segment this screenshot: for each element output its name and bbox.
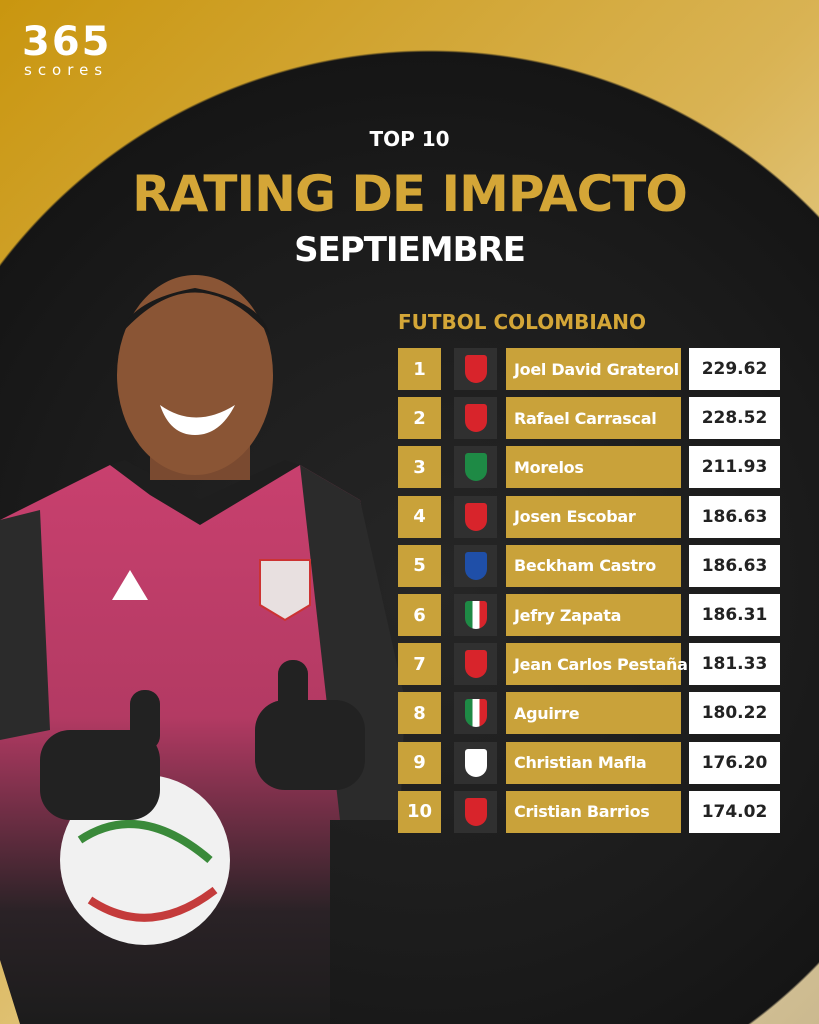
millonarios-crest-icon bbox=[464, 551, 487, 580]
once-caldas-crest-icon bbox=[464, 699, 487, 728]
player-name: Josen Escobar bbox=[506, 495, 681, 538]
table-row: 7 Jean Carlos Pestaña 181.33 bbox=[398, 643, 780, 686]
table-row: 8 Aguirre 180.22 bbox=[398, 692, 780, 735]
player-name: Cristian Barrios bbox=[506, 790, 681, 833]
top-label: TOP 10 bbox=[369, 127, 450, 151]
logo-number: 365 bbox=[22, 19, 112, 65]
player-name: Christian Mafla bbox=[506, 741, 681, 784]
rank-cell: 6 bbox=[398, 594, 441, 636]
rank-cell: 2 bbox=[398, 397, 441, 440]
table-row: 5 Beckham Castro 186.63 bbox=[398, 544, 780, 587]
rank-cell: 10 bbox=[398, 790, 441, 833]
rating-value: 181.33 bbox=[689, 643, 780, 686]
club-crest-cell bbox=[454, 446, 497, 489]
month-label: SEPTIEMBRE bbox=[294, 230, 526, 270]
america-de-cali-crest-icon bbox=[464, 404, 487, 433]
rank-cell: 9 bbox=[398, 741, 441, 784]
club-crest-cell bbox=[454, 790, 497, 833]
club-crest-cell bbox=[454, 544, 497, 587]
club-crest-cell bbox=[454, 741, 497, 784]
365scores-logo: 365 scores bbox=[22, 22, 112, 78]
rating-value: 186.63 bbox=[689, 495, 780, 538]
rating-value: 180.22 bbox=[689, 692, 780, 735]
player-name: Rafael Carrascal bbox=[506, 397, 681, 440]
player-name: Joel David Graterol bbox=[506, 348, 681, 390]
rating-value: 176.20 bbox=[689, 741, 780, 784]
table-row: 6 Jefry Zapata 186.31 bbox=[398, 594, 780, 636]
rating-value: 228.52 bbox=[689, 397, 780, 440]
table-row: 3 Morelos 211.93 bbox=[398, 446, 780, 489]
player-name: Jean Carlos Pestaña bbox=[506, 643, 688, 686]
santa-fe-crest-icon bbox=[464, 748, 487, 777]
club-crest-cell bbox=[454, 692, 497, 735]
rating-value: 229.62 bbox=[689, 348, 780, 390]
atletico-nacional-crest-icon bbox=[464, 453, 487, 482]
rank-cell: 7 bbox=[398, 643, 441, 686]
table-row: 10 Cristian Barrios 174.02 bbox=[398, 790, 780, 833]
club-crest-cell bbox=[454, 348, 497, 390]
america-de-cali-crest-icon bbox=[464, 797, 487, 826]
club-crest-cell bbox=[454, 594, 497, 636]
table-row: 4 Josen Escobar 186.63 bbox=[398, 495, 780, 538]
america-de-cali-crest-icon bbox=[464, 502, 487, 531]
table-row: 9 Christian Mafla 176.20 bbox=[398, 741, 780, 784]
player-name: Beckham Castro bbox=[506, 544, 681, 587]
player-name: Aguirre bbox=[506, 692, 681, 735]
rating-value: 174.02 bbox=[689, 790, 780, 833]
america-de-cali-crest-icon bbox=[464, 650, 487, 679]
league-label: FUTBOL COLOMBIANO bbox=[398, 310, 647, 334]
table-row: 1 Joel David Graterol 229.62 bbox=[398, 348, 780, 390]
goalkeeper-illustration bbox=[0, 275, 405, 1024]
rank-cell: 8 bbox=[398, 692, 441, 735]
club-crest-cell bbox=[454, 397, 497, 440]
logo-word: scores bbox=[24, 61, 109, 79]
rank-cell: 3 bbox=[398, 446, 441, 489]
rating-value: 186.63 bbox=[689, 544, 780, 587]
player-name: Morelos bbox=[506, 446, 681, 489]
rank-cell: 4 bbox=[398, 495, 441, 538]
club-crest-cell bbox=[454, 495, 497, 538]
once-caldas-crest-icon bbox=[464, 601, 487, 629]
page-title: RATING DE IMPACTO bbox=[132, 165, 688, 223]
rating-value: 211.93 bbox=[689, 446, 780, 489]
rating-value: 186.31 bbox=[689, 594, 780, 636]
player-name: Jefry Zapata bbox=[506, 594, 681, 636]
rank-cell: 5 bbox=[398, 544, 441, 587]
america-de-cali-crest-icon bbox=[464, 355, 487, 383]
rank-cell: 1 bbox=[398, 348, 441, 390]
table-row: 2 Rafael Carrascal 228.52 bbox=[398, 397, 780, 440]
club-crest-cell bbox=[454, 643, 497, 686]
